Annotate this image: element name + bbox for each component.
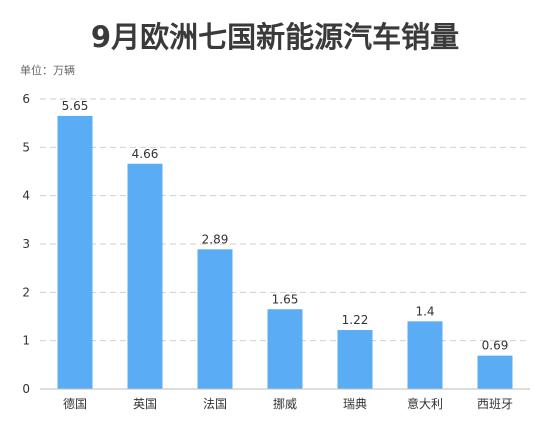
- x-tick-label: 德国: [63, 396, 87, 411]
- y-tick-label: 3: [22, 237, 30, 251]
- x-tick-label: 英国: [133, 397, 157, 411]
- bar: [197, 249, 233, 389]
- x-tick-label: 挪威: [273, 397, 297, 411]
- y-axis-ticks: 0 1 2 3 4 5 6: [22, 92, 30, 396]
- bar: [57, 115, 93, 390]
- x-axis-ticks: 德国 英国 法国 挪威 瑞典 意大利 西班牙: [63, 396, 513, 411]
- y-tick-label: 1: [22, 334, 30, 348]
- value-label: 4.66: [132, 147, 159, 161]
- bar: [127, 163, 163, 389]
- x-tick-label: 法国: [203, 397, 227, 411]
- bar: [407, 321, 443, 389]
- y-tick-label: 2: [22, 285, 30, 299]
- chart-title: 9月欧洲七国新能源汽车销量: [91, 20, 459, 54]
- x-tick-label: 瑞典: [343, 397, 367, 411]
- y-tick-label: 5: [22, 140, 30, 154]
- value-label: 5.65: [62, 99, 89, 113]
- x-tick-label: 西班牙: [477, 397, 513, 411]
- value-label: 1.22: [342, 313, 369, 327]
- bar: [477, 355, 513, 389]
- y-tick-label: 6: [22, 92, 30, 106]
- bars: [57, 115, 513, 390]
- value-label: 1.65: [272, 292, 299, 306]
- x-tick-label: 意大利: [407, 396, 443, 411]
- value-label: 2.89: [202, 232, 229, 246]
- bar: [267, 309, 303, 389]
- y-tick-label: 4: [22, 189, 30, 203]
- unit-label: 单位：万辆: [20, 63, 75, 77]
- value-label: 0.69: [482, 339, 509, 353]
- bar: [337, 330, 373, 389]
- y-tick-label: 0: [22, 382, 30, 396]
- value-labels: 5.65 4.66 2.89 1.65 1.22 1.4 0.69: [62, 99, 509, 353]
- value-label: 1.4: [415, 304, 434, 318]
